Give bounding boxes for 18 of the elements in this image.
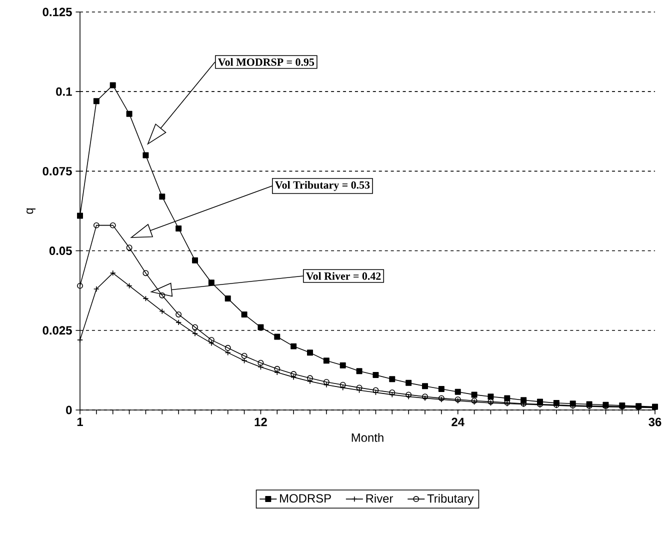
y-tick-label: 0.025 bbox=[42, 326, 72, 335]
y-axis-title: q bbox=[26, 208, 36, 214]
y-tick-label: 0.1 bbox=[56, 87, 72, 96]
legend-label: Tributary bbox=[427, 494, 474, 506]
annotation: Vol Tributary = 0.53 bbox=[275, 181, 370, 191]
y-tick-label: 0 bbox=[66, 406, 72, 414]
legend-label: MODRSP bbox=[280, 494, 331, 503]
x-axis-title: Month bbox=[352, 433, 384, 442]
x-tick-label: 24 bbox=[452, 418, 464, 426]
y-tick-label: 0.075 bbox=[42, 166, 72, 176]
y-tick-label: 0.05 bbox=[49, 246, 72, 256]
x-tick-label: 12 bbox=[254, 418, 267, 426]
legend-label: River bbox=[366, 494, 394, 503]
x-tick-label: 1 bbox=[77, 418, 83, 426]
annotation: Vol River = 0.42 bbox=[306, 272, 381, 280]
x-tick-label: 36 bbox=[648, 418, 662, 426]
y-tick-label: 0.125 bbox=[42, 8, 72, 16]
annotation: Vol MODRSP = 0.95 bbox=[218, 58, 314, 66]
